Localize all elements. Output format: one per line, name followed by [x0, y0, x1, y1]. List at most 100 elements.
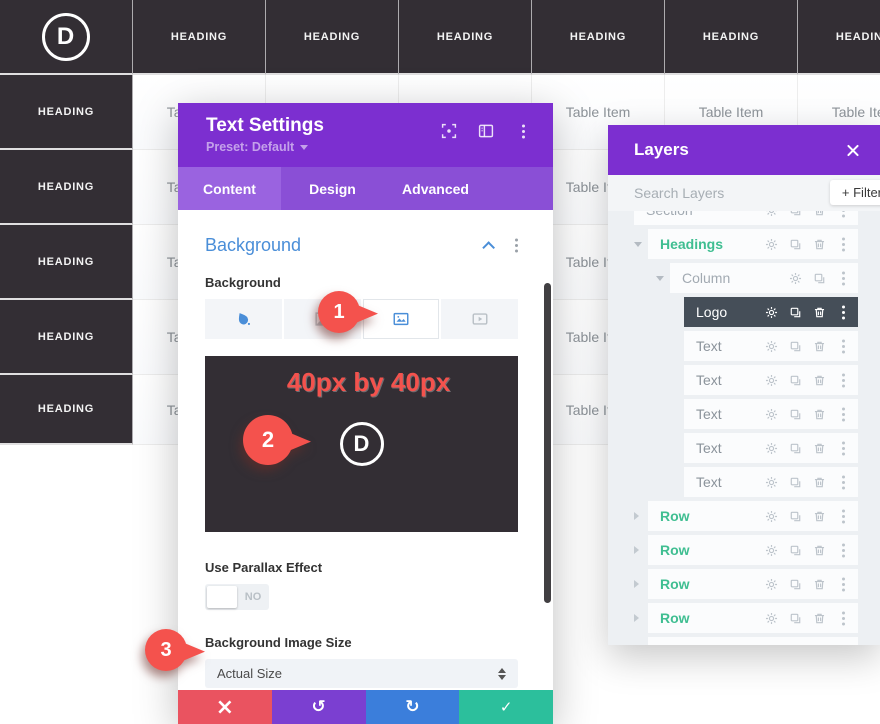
ellipsis-icon[interactable]	[837, 408, 850, 421]
ellipsis-icon[interactable]	[837, 612, 850, 625]
duplicate-icon[interactable]	[789, 442, 802, 455]
duplicate-icon[interactable]	[789, 510, 802, 523]
ellipsis-icon[interactable]	[837, 510, 850, 523]
trash-icon[interactable]	[813, 578, 826, 591]
section-options-icon[interactable]	[515, 244, 518, 247]
background-video-option[interactable]	[441, 299, 518, 339]
layer-row-text[interactable]: Text	[608, 433, 880, 463]
trash-icon[interactable]	[813, 612, 826, 625]
ellipsis-icon[interactable]	[837, 442, 850, 455]
duplicate-icon[interactable]	[789, 476, 802, 489]
close-icon[interactable]	[845, 143, 860, 158]
ellipsis-icon[interactable]	[837, 544, 850, 557]
search-layers-input[interactable]: Search Layers	[634, 185, 725, 201]
ellipsis-icon[interactable]	[837, 272, 850, 285]
parallax-toggle[interactable]: NO	[205, 584, 269, 610]
layer-row-headings[interactable]: Headings	[608, 229, 880, 259]
caret-down-icon[interactable]	[634, 241, 648, 247]
gear-icon[interactable]	[765, 306, 778, 319]
ellipsis-icon[interactable]	[837, 306, 850, 319]
toggle-value: NO	[244, 591, 262, 603]
column-heading: HEADING	[266, 0, 399, 75]
ellipsis-icon[interactable]	[837, 238, 850, 251]
table-logo-cell: D	[0, 0, 133, 75]
gear-icon[interactable]	[765, 578, 778, 591]
row-heading: HEADING	[0, 75, 133, 150]
trash-icon[interactable]	[813, 340, 826, 353]
duplicate-icon[interactable]	[789, 374, 802, 387]
trash-icon[interactable]	[813, 306, 826, 319]
tab-design[interactable]: Design	[309, 180, 356, 197]
trash-icon[interactable]	[813, 238, 826, 251]
tab-content[interactable]: Content	[178, 167, 281, 210]
cancel-button[interactable]: ×	[178, 690, 272, 724]
caret-right-icon[interactable]	[634, 614, 648, 622]
layer-row-row[interactable]: Row	[608, 637, 880, 645]
ellipsis-icon[interactable]	[837, 476, 850, 489]
duplicate-icon[interactable]	[789, 578, 802, 591]
layer-row-row[interactable]: Row	[608, 501, 880, 531]
gear-icon[interactable]	[765, 211, 778, 217]
focus-mode-icon[interactable]	[441, 123, 457, 139]
duplicate-icon[interactable]	[789, 612, 802, 625]
filter-button[interactable]: + Filter	[829, 180, 880, 205]
tab-advanced[interactable]: Advanced	[402, 180, 469, 197]
image-size-select[interactable]: Actual Size	[205, 659, 518, 688]
redo-button[interactable]: ↻	[365, 690, 460, 724]
layer-row-column[interactable]: Column	[608, 263, 880, 293]
more-options-icon[interactable]	[515, 123, 531, 139]
duplicate-icon[interactable]	[813, 272, 826, 285]
caret-right-icon[interactable]	[634, 512, 648, 520]
duplicate-icon[interactable]	[789, 238, 802, 251]
caret-right-icon[interactable]	[634, 546, 648, 554]
gear-icon[interactable]	[765, 612, 778, 625]
gear-icon[interactable]	[765, 510, 778, 523]
gear-icon[interactable]	[765, 374, 778, 387]
layer-row-row[interactable]: Row	[608, 603, 880, 633]
gear-icon[interactable]	[765, 340, 778, 353]
layer-row-section[interactable]: Section	[608, 211, 880, 225]
ellipsis-icon[interactable]	[837, 374, 850, 387]
caret-down-icon[interactable]	[656, 275, 670, 281]
trash-icon[interactable]	[813, 211, 826, 217]
layer-row-row[interactable]: Row	[608, 569, 880, 599]
chevron-down-icon	[300, 144, 309, 150]
ellipsis-icon[interactable]	[837, 578, 850, 591]
layer-row-text[interactable]: Text	[608, 331, 880, 361]
layer-row-row[interactable]: Row	[608, 535, 880, 565]
trash-icon[interactable]	[813, 374, 826, 387]
gear-icon[interactable]	[789, 272, 802, 285]
duplicate-icon[interactable]	[789, 408, 802, 421]
gear-icon[interactable]	[765, 544, 778, 557]
duplicate-icon[interactable]	[789, 340, 802, 353]
duplicate-icon[interactable]	[789, 306, 802, 319]
duplicate-icon[interactable]	[789, 544, 802, 557]
layer-row-text[interactable]: Text	[608, 467, 880, 497]
gear-icon[interactable]	[765, 476, 778, 489]
trash-icon[interactable]	[813, 544, 826, 557]
modal-scrollbar[interactable]	[544, 283, 551, 603]
ellipsis-icon[interactable]	[837, 211, 850, 217]
background-color-option[interactable]	[205, 299, 282, 339]
layer-row-text[interactable]: Text	[608, 399, 880, 429]
trash-icon[interactable]	[813, 510, 826, 523]
layer-row-logo[interactable]: Logo	[608, 297, 880, 327]
trash-icon[interactable]	[813, 408, 826, 421]
trash-icon[interactable]	[813, 442, 826, 455]
caret-right-icon[interactable]	[634, 580, 648, 588]
ellipsis-icon[interactable]	[837, 340, 850, 353]
collapse-chevron-icon[interactable]	[482, 241, 495, 254]
panel-layout-icon[interactable]	[478, 123, 494, 139]
preset-selector[interactable]: Preset: Default	[206, 140, 309, 154]
background-field-label: Background	[205, 275, 281, 290]
gear-icon[interactable]	[765, 442, 778, 455]
gear-icon[interactable]	[765, 238, 778, 251]
gear-icon[interactable]	[765, 408, 778, 421]
trash-icon[interactable]	[813, 476, 826, 489]
undo-button[interactable]: ↺	[271, 690, 366, 724]
table-cell: Table Item	[532, 75, 665, 150]
duplicate-icon[interactable]	[789, 211, 802, 217]
save-button[interactable]: ✓	[459, 690, 553, 724]
column-heading: HEADING	[133, 0, 266, 75]
layer-row-text[interactable]: Text	[608, 365, 880, 395]
